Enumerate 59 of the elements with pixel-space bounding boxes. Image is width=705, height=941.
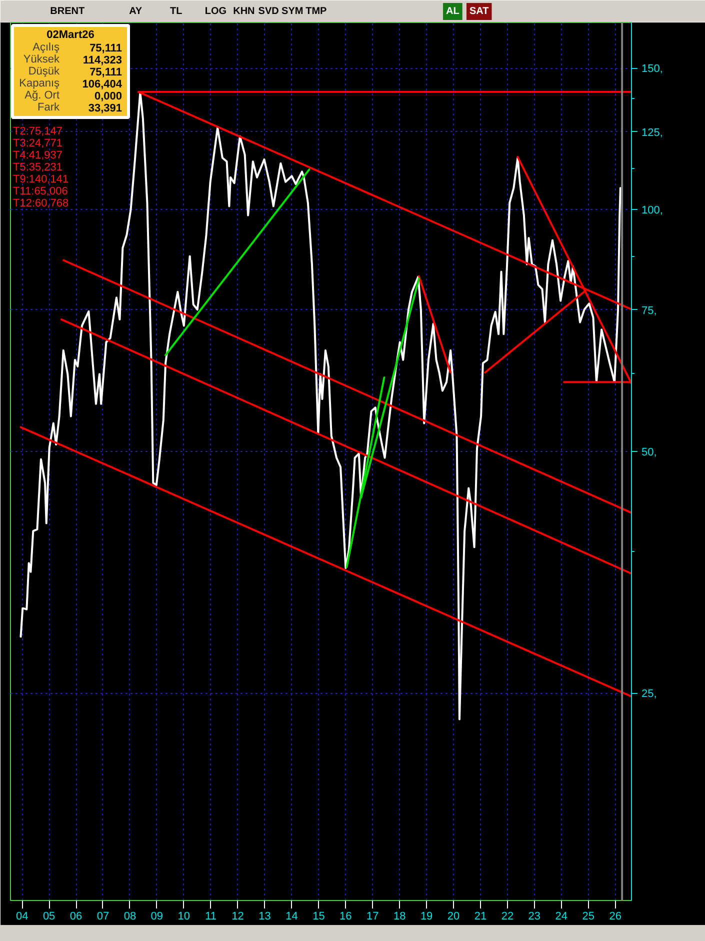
- x-tick-label: 12: [232, 910, 244, 922]
- annotation: 114,323: [82, 54, 122, 66]
- y-tick-label: 125,: [642, 126, 663, 139]
- x-tick-label: 17: [366, 910, 379, 922]
- x-tick-label: 09: [150, 910, 164, 922]
- x-tick-label: 21: [474, 910, 487, 922]
- annotation: 75,111: [90, 42, 122, 54]
- annotation: 0,000: [94, 90, 122, 102]
- x-tick-label: 26: [609, 910, 622, 922]
- annotation: Düşük: [28, 66, 60, 78]
- text: SAT: [469, 6, 489, 17]
- x-tick-label: 15: [312, 910, 325, 922]
- x-tick-label: 06: [70, 910, 82, 922]
- annotation: Ağ. Ort: [24, 90, 60, 102]
- annotation: T2:75,147: [13, 126, 63, 138]
- annotation: 106,404: [82, 78, 123, 90]
- annotation: Açılış: [32, 42, 60, 54]
- annotation: T5:35,231: [13, 162, 63, 174]
- x-tick-label: 04: [16, 910, 28, 922]
- x-tick-label: 08: [124, 910, 136, 922]
- y-tick-label: 150,: [642, 63, 663, 76]
- annotation: 33,391: [88, 102, 122, 114]
- x-tick-label: 19: [420, 910, 433, 922]
- x-tick-label: 11: [205, 910, 217, 922]
- annotation: T3:24,771: [13, 138, 63, 150]
- text: TMP: [306, 6, 328, 17]
- x-tick-label: 25: [582, 910, 594, 922]
- text: AL: [446, 6, 460, 17]
- x-tick-label: 10: [178, 910, 190, 922]
- annotation: Kapanış: [19, 78, 60, 90]
- annotation: Yüksek: [23, 54, 60, 66]
- x-tick-label: 05: [42, 910, 56, 922]
- text: TL: [170, 6, 182, 17]
- y-tick-label: 25,: [642, 688, 657, 700]
- annotation: T4:41,937: [13, 150, 63, 162]
- text: 02Mart26: [46, 29, 94, 41]
- chart-title: BRENT: [50, 6, 85, 17]
- annotation: Fark: [38, 102, 60, 114]
- x-tick-label: 18: [393, 910, 406, 922]
- x-tick-label: 14: [286, 910, 298, 922]
- x-tick-label: 24: [555, 910, 568, 922]
- text: AY: [129, 6, 142, 17]
- text: SVD: [258, 6, 279, 17]
- y-tick-label: 75,: [642, 304, 657, 317]
- annotation: T9:140,141: [13, 174, 69, 186]
- x-tick-label: 07: [96, 910, 110, 922]
- annotation: 75,111: [90, 66, 122, 78]
- annotation: T12:60,768: [13, 198, 69, 210]
- x-tick-label: 23: [528, 910, 541, 922]
- x-tick-label: 20: [447, 910, 460, 922]
- text: KHN: [233, 6, 255, 17]
- y-tick-label: 50,: [642, 446, 657, 458]
- text: SYM: [282, 6, 304, 17]
- x-tick-label: 22: [501, 910, 514, 922]
- x-tick-label: 13: [258, 910, 271, 922]
- text: LOG: [204, 6, 227, 17]
- y-tick-label: 100,: [642, 204, 663, 217]
- annotation: T11:65,006: [13, 186, 68, 198]
- x-tick-label: 16: [340, 910, 352, 922]
